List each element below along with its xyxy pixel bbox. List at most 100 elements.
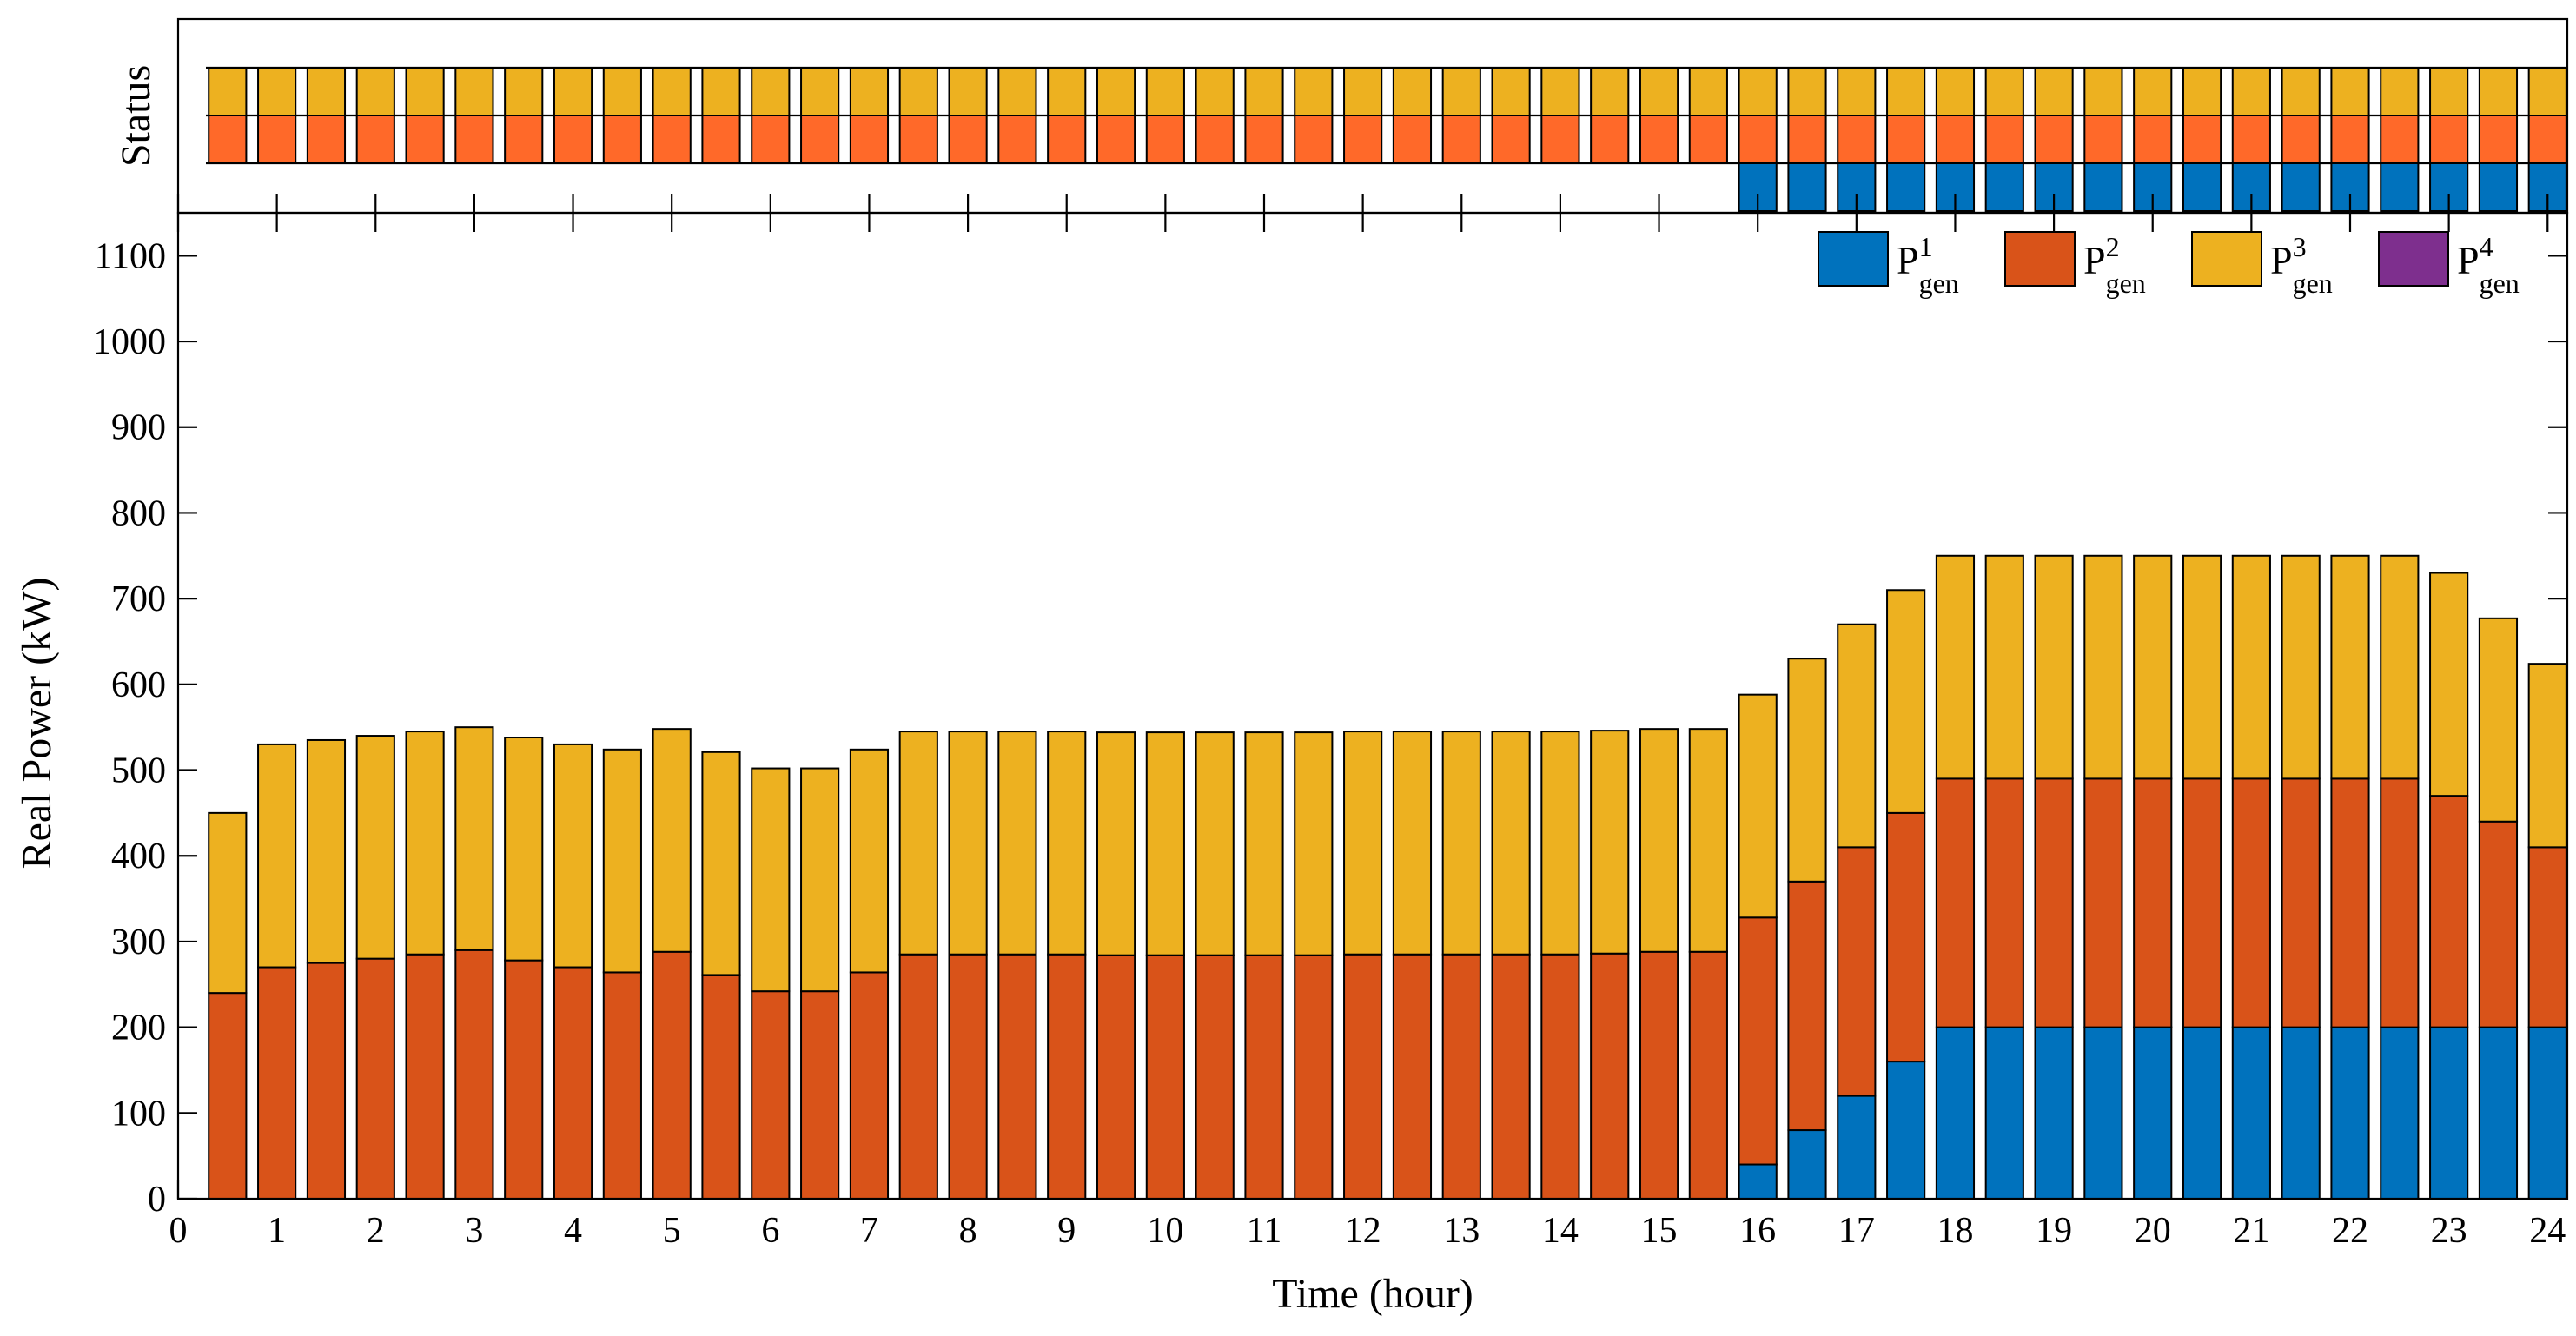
bar-segment-gen3: [1343, 731, 1383, 956]
bar-segment-gen1: [2133, 1026, 2173, 1200]
bar-segment-gen2: [849, 971, 890, 1200]
legend-label-gen4: P4 gen: [2457, 231, 2520, 299]
bar-segment-gen3: [2281, 554, 2321, 780]
status-cell-gen2: [2182, 115, 2222, 164]
status-cell-gen3: [751, 67, 791, 116]
bar-segment-gen3: [1639, 728, 1679, 953]
status-cell-gen2: [2527, 115, 2567, 164]
bar-segment-gen1: [2281, 1026, 2321, 1200]
y-tick-label: 200: [111, 1009, 166, 1048]
status-cell-gen2: [1787, 115, 1827, 164]
bar-segment-gen2: [1540, 953, 1580, 1200]
status-cell-gen3: [1886, 67, 1926, 116]
y-tick-label: 900: [111, 408, 166, 448]
bar-segment-gen1: [2527, 1026, 2567, 1200]
y-tick-label: 1000: [93, 322, 166, 362]
status-cell-gen3: [1294, 67, 1334, 116]
status-axis-label: Status: [113, 65, 159, 167]
status-cell-gen2: [1837, 115, 1877, 164]
bar-segment-gen2: [1688, 950, 1728, 1200]
status-cell-gen3: [1491, 67, 1531, 116]
status-cell-gen3: [208, 67, 248, 116]
bar-segment-gen3: [1787, 658, 1827, 883]
bar-segment-gen2: [2133, 777, 2173, 1028]
bar-segment-gen3: [1244, 731, 1284, 956]
bar-segment-gen2: [948, 953, 988, 1200]
status-cell-gen1: [1787, 162, 1827, 212]
bar-segment-gen3: [1392, 731, 1433, 956]
x-tick-label: 8: [959, 1211, 977, 1251]
x-tick-label: 17: [1838, 1211, 1875, 1251]
status-cell-gen3: [602, 67, 642, 116]
x-tick-label: 5: [663, 1211, 681, 1251]
y-tick-label: 700: [111, 579, 166, 619]
status-cell-gen3: [997, 67, 1037, 116]
bar-segment-gen2: [1738, 916, 1778, 1166]
bar-segment-gen1: [1837, 1095, 1877, 1200]
bar-segment-gen1: [1787, 1129, 1827, 1200]
bar-segment-gen1: [2478, 1026, 2519, 1200]
status-cell-gen3: [1984, 67, 2024, 116]
x-tick-label: 1: [268, 1211, 286, 1251]
status-cell-gen2: [1392, 115, 1433, 164]
status-cell-gen3: [257, 67, 297, 116]
bar-segment-gen3: [2133, 554, 2173, 780]
status-cell-gen2: [257, 115, 297, 164]
bar-segment-gen2: [2527, 846, 2567, 1028]
x-tick-label: 0: [169, 1211, 188, 1251]
x-tick-label: 7: [860, 1211, 878, 1251]
status-cell-gen1: [2380, 162, 2420, 212]
status-cell-gen3: [2083, 67, 2123, 116]
y-tick-label: 400: [111, 837, 166, 876]
bar-segment-gen3: [948, 731, 988, 956]
bar-segment-gen2: [800, 990, 840, 1200]
status-cell-gen3: [1392, 67, 1433, 116]
status-cell-gen3: [701, 67, 741, 116]
bar-segment-gen1: [1886, 1061, 1926, 1200]
bar-segment-gen2: [602, 971, 642, 1200]
status-cell-gen2: [1491, 115, 1531, 164]
status-cell-gen3: [1047, 67, 1087, 116]
status-cell-gen3: [2330, 67, 2370, 116]
bar-segment-gen3: [1688, 728, 1728, 953]
status-cell-gen2: [1590, 115, 1630, 164]
legend-swatch-gen4: [2378, 231, 2449, 287]
y-tick-label: 300: [111, 923, 166, 962]
status-cell-gen2: [652, 115, 692, 164]
bar-segment-gen2: [1787, 880, 1827, 1132]
bar-segment-gen2: [1837, 846, 1877, 1097]
legend-swatch-gen1: [1818, 231, 1889, 287]
bar-segment-gen2: [898, 953, 938, 1200]
bar-segment-gen3: [405, 731, 445, 956]
bar-segment-gen3: [2330, 554, 2370, 780]
status-cell-gen1: [2478, 162, 2519, 212]
bar-segment-gen3: [1294, 731, 1334, 956]
status-cell-gen3: [1787, 67, 1827, 116]
x-axis-title: Time (hour): [1272, 1271, 1473, 1317]
bar-segment-gen3: [1441, 731, 1481, 956]
bar-segment-gen2: [2034, 777, 2074, 1028]
status-cell-gen3: [553, 67, 593, 116]
status-cell-gen2: [800, 115, 840, 164]
status-cell-gen2: [306, 115, 347, 164]
status-cell-gen2: [454, 115, 494, 164]
status-cell-gen3: [2231, 67, 2271, 116]
bar-segment-gen3: [997, 731, 1037, 956]
bar-segment-gen2: [2083, 777, 2123, 1028]
legend-swatch-gen2: [2004, 231, 2076, 287]
bar-segment-gen1: [2034, 1026, 2074, 1200]
bar-segment-gen3: [2478, 617, 2519, 823]
bar-segment-gen3: [1145, 731, 1185, 956]
bar-segment-gen3: [1984, 554, 2024, 780]
status-cell-gen2: [898, 115, 938, 164]
bar-segment-gen3: [849, 748, 890, 974]
bar-segment-gen2: [1343, 953, 1383, 1200]
bar-segment-gen2: [1145, 954, 1185, 1200]
bar-segment-gen3: [701, 751, 741, 976]
bar-segment-gen1: [1738, 1163, 1778, 1200]
status-cell-gen2: [1294, 115, 1334, 164]
status-cell-gen1: [1886, 162, 1926, 212]
x-tick-label: 13: [1443, 1211, 1480, 1251]
status-cell-gen3: [306, 67, 347, 116]
